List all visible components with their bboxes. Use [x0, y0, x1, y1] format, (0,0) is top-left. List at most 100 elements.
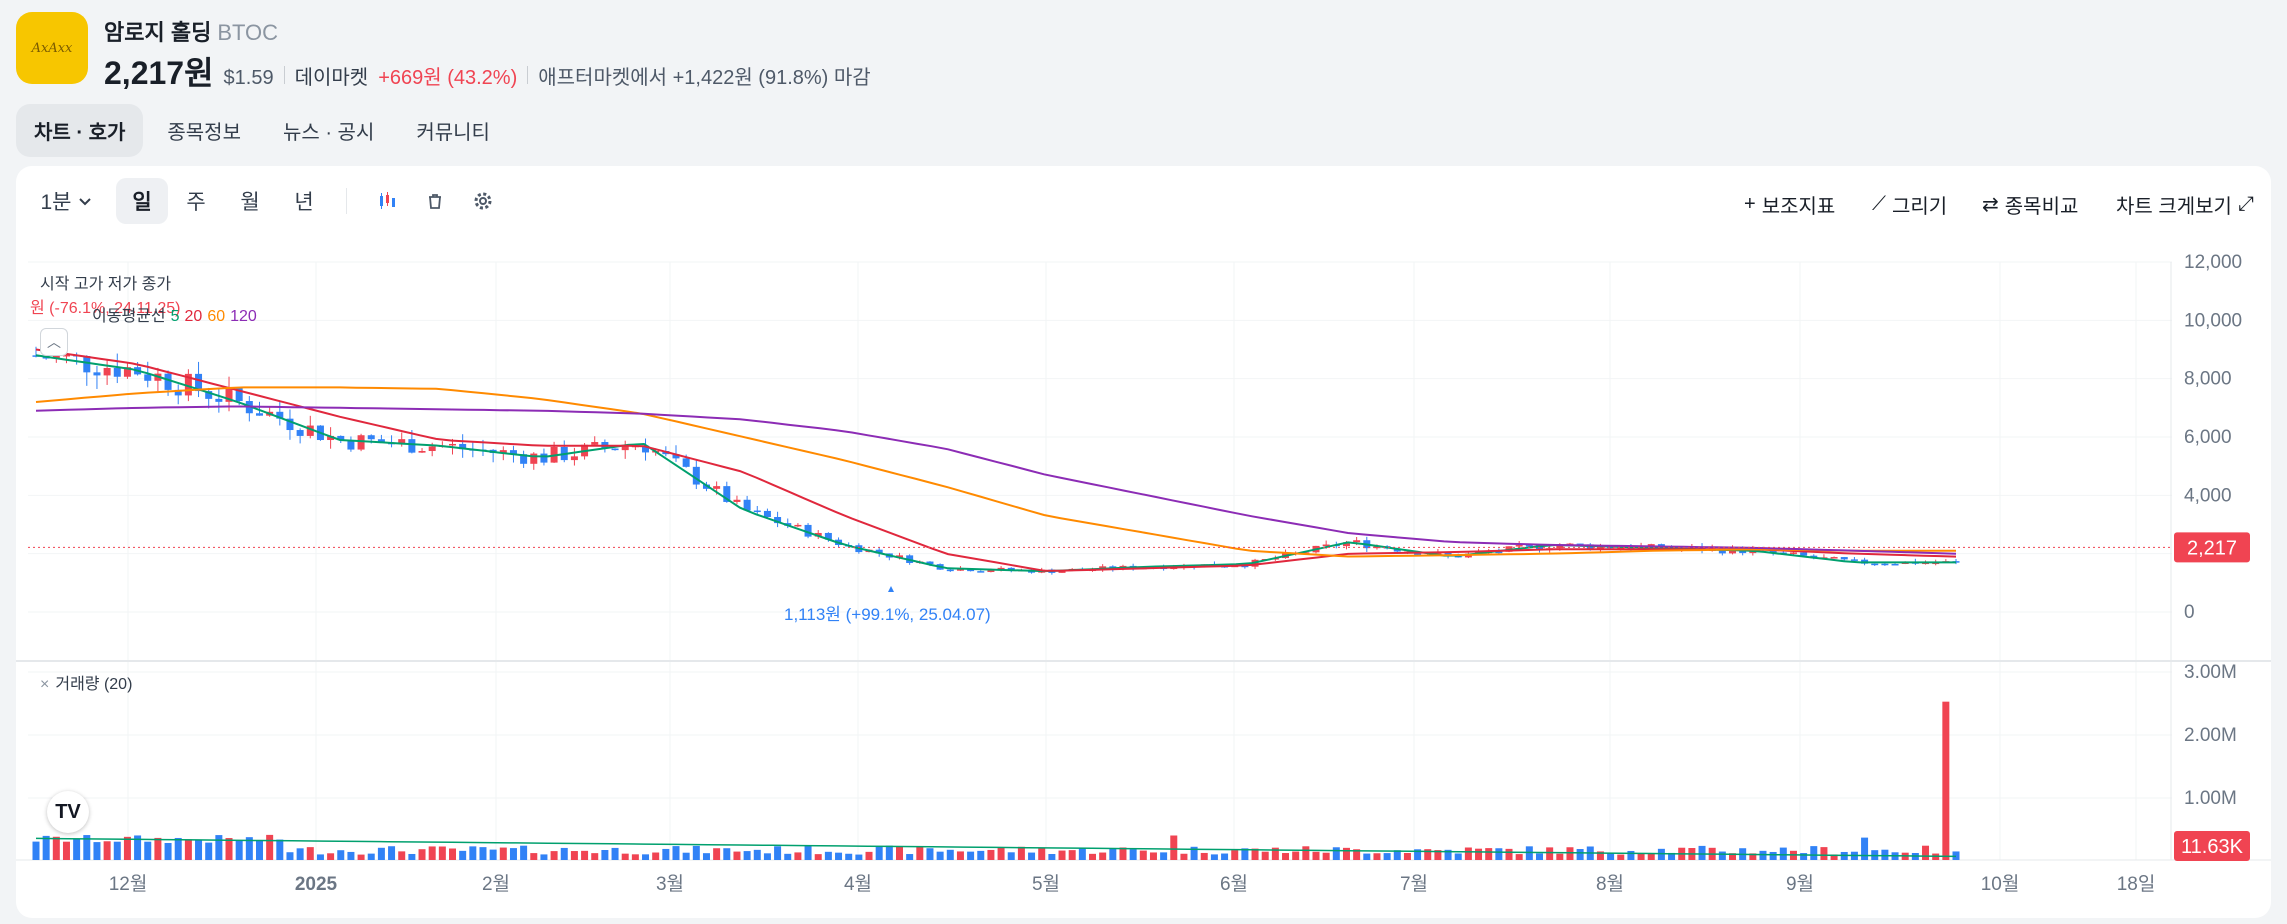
- volume-bar: [286, 852, 294, 860]
- candle-body: [733, 499, 741, 502]
- volume-bar: [570, 851, 578, 860]
- volume-bar: [164, 842, 172, 860]
- toolbar-divider: [346, 188, 347, 214]
- tab-news[interactable]: 뉴스 · 공시: [282, 122, 375, 144]
- volume-bar: [1312, 851, 1320, 860]
- period-week[interactable]: 주: [186, 191, 206, 214]
- volume-bar: [398, 851, 406, 860]
- volume-bar: [195, 839, 203, 860]
- expand-chart-button[interactable]: 차트 크게보기 ⤢: [2116, 190, 2254, 219]
- volume-bar: [733, 851, 741, 860]
- volume-bar: [509, 848, 517, 860]
- volume-bar: [794, 852, 802, 860]
- volume-bar: [276, 839, 284, 860]
- volume-bar: [1942, 701, 1950, 860]
- candle-body: [296, 430, 304, 436]
- candle-body: [164, 373, 172, 390]
- volume-bar: [631, 854, 639, 860]
- volume-bar: [469, 846, 477, 860]
- gear-icon[interactable]: [464, 178, 502, 224]
- volume-bar: [1119, 847, 1127, 860]
- tab-community[interactable]: 커뮤니티: [416, 122, 490, 144]
- period-year[interactable]: 년: [294, 191, 314, 214]
- volume-bar: [926, 848, 934, 860]
- volume-bar: [804, 845, 812, 860]
- close-icon[interactable]: ×: [40, 676, 50, 693]
- period-day[interactable]: 일: [116, 178, 168, 224]
- volume-bar: [1200, 852, 1208, 860]
- volume-bar: [1729, 853, 1737, 860]
- volume-bar: [1403, 853, 1411, 860]
- current-price-tag: 2,217: [2187, 537, 2237, 559]
- candle-body: [1871, 563, 1879, 566]
- price-row: 2,217원 $1.59 데이마켓 +669원 (43.2%) 애프터마켓에서 …: [104, 48, 871, 94]
- candle-body: [1556, 545, 1564, 549]
- trash-icon[interactable]: [416, 178, 454, 224]
- volume-bar: [103, 841, 111, 860]
- candle-body: [723, 486, 731, 502]
- period-low-marker: [888, 586, 894, 592]
- ma-label: 이동평균선: [92, 308, 166, 325]
- collapse-legend-button[interactable]: ︿: [40, 328, 68, 356]
- candle-body: [794, 524, 802, 527]
- volume-bar: [316, 854, 324, 860]
- candle-body: [1058, 571, 1066, 573]
- candle-body: [408, 439, 416, 453]
- volume-axis-tick: 3.00M: [2184, 662, 2237, 683]
- indicator-button[interactable]: + 보조지표: [1744, 190, 1835, 219]
- volume-bar: [1322, 852, 1330, 860]
- candle-body: [520, 454, 528, 464]
- volume-bar: [1028, 852, 1036, 860]
- x-axis-tick: 6월: [1220, 873, 1248, 895]
- tab-stock-info[interactable]: 종목정보: [167, 122, 241, 144]
- ma-line-120: [35, 405, 1957, 555]
- candle-body: [977, 571, 985, 573]
- price-axis-tick: 8,000: [2184, 369, 2232, 390]
- volume-bar: [987, 849, 995, 860]
- volume-bar: [1922, 845, 1930, 860]
- draw-label: 그리기: [1892, 196, 1948, 218]
- volume-bar: [682, 852, 690, 860]
- volume-bar: [113, 841, 121, 860]
- volume-bar: [245, 837, 253, 860]
- interval-dropdown[interactable]: 1분: [36, 178, 98, 224]
- volume-bar: [1099, 852, 1107, 860]
- chevron-down-icon: [78, 198, 91, 206]
- volume-bar: [134, 835, 142, 860]
- tab-chart[interactable]: 차트 · 호가: [16, 104, 144, 157]
- volume-axis-tick: 2.00M: [2184, 725, 2237, 746]
- volume-bar: [1332, 847, 1340, 860]
- volume-bar: [1525, 846, 1533, 860]
- volume-bar: [1089, 853, 1097, 860]
- tradingview-logo[interactable]: TV: [47, 791, 89, 833]
- candle-body: [1525, 545, 1533, 547]
- volume-bar: [1373, 853, 1381, 860]
- candle-body: [1241, 565, 1249, 568]
- candle-body: [276, 411, 284, 419]
- volume-bar: [692, 845, 700, 860]
- volume-bar: [1231, 850, 1239, 860]
- candle-body: [946, 569, 954, 572]
- candle-body: [682, 458, 690, 467]
- volume-bar: [1414, 849, 1422, 860]
- day-change: +669원 (43.2%): [378, 67, 518, 89]
- period-high-label: 원 (-76.1%, 24.11.25): [30, 300, 181, 317]
- volume-bar: [621, 853, 629, 860]
- volume-bar: [1342, 847, 1350, 860]
- period-month[interactable]: 월: [240, 191, 260, 214]
- volume-bar: [855, 854, 863, 860]
- candle-body: [753, 510, 761, 513]
- volume-bar: [946, 849, 954, 860]
- price-chart[interactable]: 12,00010,0008,0006,0004,0002,00003.00M2.…: [16, 166, 2271, 918]
- volume-bar: [1292, 851, 1300, 860]
- compare-button[interactable]: ⇄ 종목비교: [1982, 190, 2078, 219]
- draw-button[interactable]: ⟋ 그리기: [1872, 190, 1947, 219]
- candle-style-icon[interactable]: [368, 178, 406, 224]
- volume-bar: [1505, 848, 1513, 860]
- candle-body: [205, 391, 213, 399]
- expand-icon: ⤢: [2237, 193, 2254, 215]
- volume-bar: [895, 846, 903, 860]
- ma-legend: 이동평균선 5 20 60 120: [92, 302, 257, 326]
- volume-bar: [1221, 853, 1229, 860]
- volume-bar: [266, 834, 274, 860]
